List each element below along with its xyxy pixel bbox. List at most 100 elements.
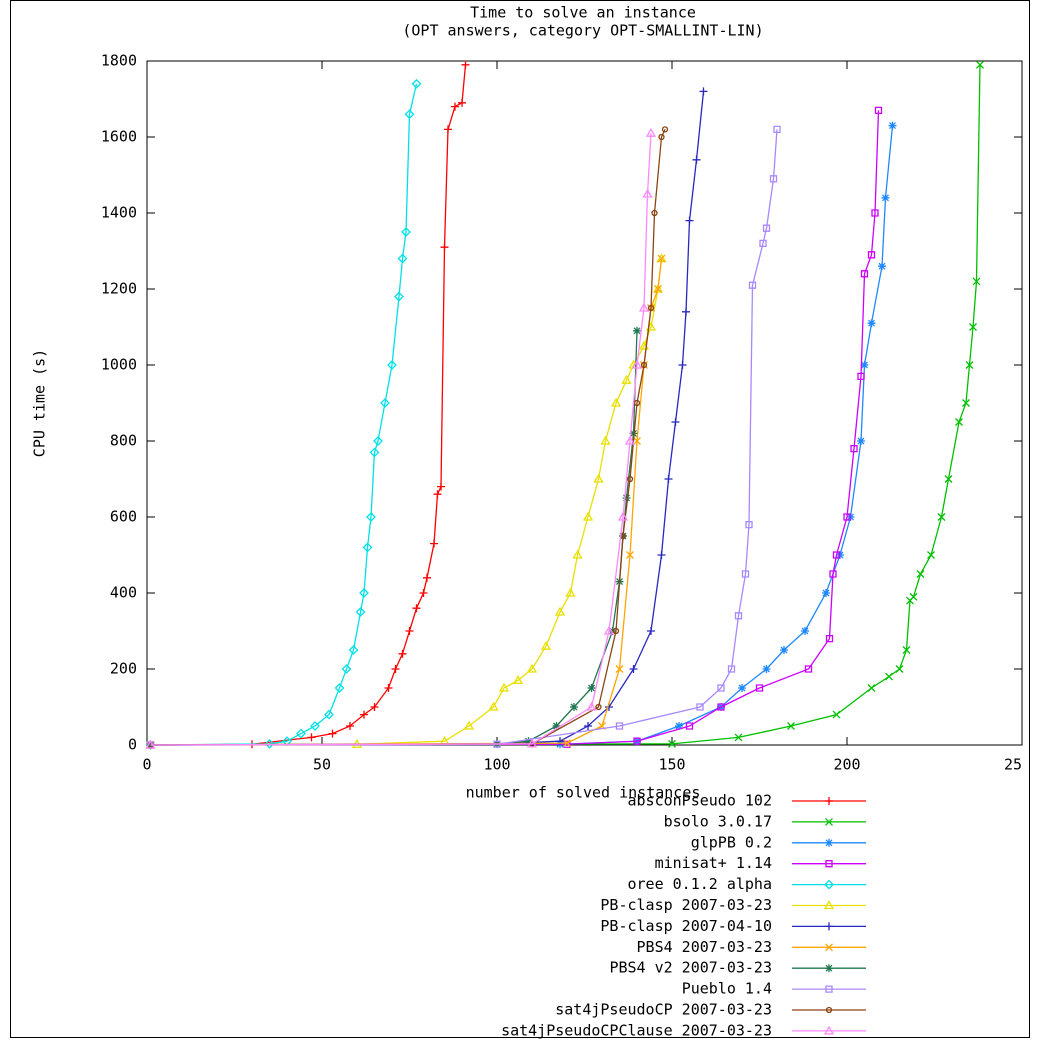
- marker: [860, 361, 869, 369]
- marker: [843, 513, 851, 521]
- series-line: [150, 129, 778, 746]
- marker: [745, 520, 753, 529]
- marker: [801, 627, 809, 635]
- marker: [647, 304, 655, 312]
- marker: [878, 262, 886, 271]
- marker: [944, 475, 953, 483]
- marker: [394, 291, 404, 302]
- legend-marker: [823, 900, 835, 910]
- marker: [412, 604, 421, 613]
- marker: [328, 729, 337, 738]
- marker: [526, 738, 538, 748]
- marker: [860, 270, 869, 278]
- marker: [433, 490, 442, 499]
- marker: [430, 539, 438, 548]
- marker: [348, 645, 359, 655]
- y-tick-label: 1600: [101, 128, 137, 146]
- series-line: [150, 330, 638, 746]
- legend-marker: [825, 985, 833, 993]
- marker: [629, 429, 638, 438]
- marker: [565, 587, 576, 597]
- series-line: [150, 258, 663, 746]
- marker: [638, 302, 650, 312]
- marker: [652, 283, 664, 293]
- marker: [787, 722, 795, 730]
- marker: [582, 511, 594, 521]
- marker: [401, 227, 411, 237]
- x-tick-label: 50: [313, 756, 331, 774]
- marker: [444, 125, 452, 134]
- marker: [682, 307, 690, 316]
- marker: [461, 60, 470, 69]
- x-axis-title: number of solved instances: [466, 784, 701, 802]
- marker: [612, 627, 620, 635]
- marker: [867, 319, 876, 328]
- marker: [645, 127, 657, 137]
- legend-label: bsolo 3.0.17: [664, 812, 772, 830]
- marker: [391, 665, 400, 673]
- marker: [633, 437, 641, 445]
- legend-marker: [825, 922, 833, 931]
- y-tick-label: 600: [110, 508, 137, 526]
- marker: [888, 121, 897, 130]
- outer-border: [10, 0, 1030, 1038]
- marker: [584, 722, 592, 730]
- marker: [264, 738, 275, 749]
- x-tick-label: 200: [833, 756, 860, 774]
- marker: [633, 326, 641, 335]
- marker: [384, 684, 393, 692]
- series-line: [150, 83, 418, 746]
- legend-label: sat4jPseudoCPClause 2007-03-23: [501, 1021, 772, 1039]
- marker: [526, 663, 538, 673]
- marker: [727, 665, 736, 673]
- marker: [603, 625, 615, 635]
- legend-marker: [825, 797, 833, 805]
- marker: [867, 251, 876, 259]
- y-axis-title: CPU time (s): [31, 349, 49, 457]
- legend-label: PBS4 v2 2007-03-23: [609, 959, 772, 977]
- marker: [654, 285, 662, 293]
- marker: [563, 739, 571, 748]
- marker: [366, 512, 376, 522]
- marker: [762, 665, 771, 673]
- marker: [685, 722, 694, 730]
- series-line: [150, 64, 981, 746]
- marker: [651, 209, 658, 217]
- marker: [647, 627, 655, 635]
- x-tick-label: 100: [483, 756, 510, 774]
- x-tick-label: 0: [142, 756, 151, 774]
- marker: [657, 254, 666, 263]
- marker: [626, 475, 634, 483]
- marker: [773, 125, 781, 134]
- marker: [463, 720, 475, 730]
- marker: [370, 703, 379, 711]
- marker: [346, 722, 354, 730]
- chart-title: Time to solve an instance: [470, 4, 696, 22]
- legend-label: Pueblo 1.4: [682, 980, 772, 998]
- marker: [671, 418, 680, 426]
- series-line: [150, 125, 894, 746]
- marker: [610, 397, 622, 407]
- series-line: [150, 133, 652, 746]
- marker: [825, 634, 834, 643]
- marker: [759, 239, 767, 248]
- marker: [498, 682, 510, 692]
- marker: [804, 665, 813, 673]
- marker: [965, 361, 974, 369]
- marker: [405, 627, 414, 635]
- marker: [296, 728, 306, 739]
- legend-marker: [825, 838, 833, 847]
- marker: [587, 684, 596, 692]
- series-line: [150, 91, 705, 746]
- marker: [355, 607, 366, 617]
- legend-marker: [825, 1006, 833, 1014]
- marker: [341, 664, 352, 674]
- marker: [624, 435, 636, 445]
- marker: [398, 649, 407, 658]
- marker: [570, 703, 578, 711]
- chart-subtitle: (OPT answers, category OPT-SMALLINT-LIN): [402, 22, 763, 40]
- marker: [359, 588, 369, 598]
- y-tick-label: 1800: [101, 52, 137, 70]
